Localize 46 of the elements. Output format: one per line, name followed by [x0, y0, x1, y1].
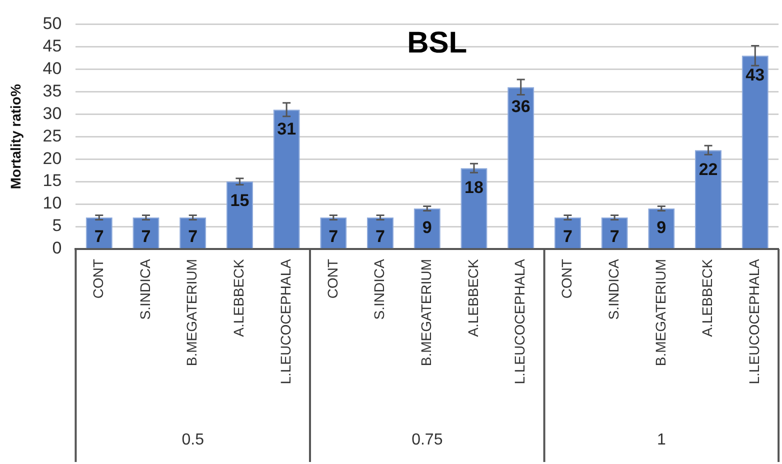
y-tick-label: 40 [42, 58, 62, 78]
y-tick-label: 0 [52, 238, 62, 258]
x-tick-label: S.INDICA [371, 258, 388, 320]
data-label: 7 [328, 227, 338, 246]
data-label: 18 [464, 178, 484, 197]
text: 0.75 [412, 431, 443, 448]
x-tick-label: S.INDICA [605, 258, 622, 320]
x-tick-label: L.LEUCOCEPHALA [512, 258, 528, 384]
data-label: 7 [188, 227, 198, 246]
x-tick-label: A.LEBBECK [230, 258, 247, 337]
y-tick-label: 5 [52, 216, 62, 236]
data-label: 9 [422, 218, 432, 238]
y-tick-label: 20 [42, 148, 62, 168]
data-label: 7 [610, 227, 620, 246]
chart-title: BSL [407, 26, 468, 60]
data-label: 31 [277, 119, 296, 138]
data-label: 43 [746, 65, 765, 84]
x-tick-label: CONT [90, 258, 106, 299]
x-tick-label: B.MEGATERIUM [418, 259, 434, 366]
x-tick-label: CONT [558, 258, 575, 299]
x-tick-label: B.MEGATERIUM [652, 259, 668, 366]
data-label: 7 [376, 227, 386, 246]
x-tick-label: B.MEGATERIUM [184, 259, 200, 366]
data-label: 7 [141, 227, 151, 246]
data-label: 36 [511, 96, 530, 116]
y-tick-label: 45 [42, 36, 62, 56]
data-label: 15 [230, 191, 250, 210]
y-tick-label: 30 [42, 104, 62, 123]
x-tick-label: A.LEBBECK [464, 258, 481, 337]
x-tick-label: L.LEUCOCEPHALA [277, 258, 294, 384]
x-tick-label: CONT [324, 258, 340, 299]
x-tick-label: S.INDICA [136, 258, 153, 320]
data-label: 7 [94, 227, 104, 246]
text: 1 [656, 431, 666, 448]
y-axis-title: Mortality ratio% [7, 84, 24, 190]
y-tick-label: 25 [42, 126, 62, 146]
y-tick-label: 15 [42, 171, 62, 190]
y-tick-label: 10 [42, 194, 62, 213]
data-label: 9 [656, 218, 666, 238]
text: 0.5 [182, 431, 204, 448]
data-label: 7 [562, 227, 572, 246]
data-label: 22 [698, 160, 718, 179]
y-tick-label: 35 [42, 81, 62, 100]
y-tick-label: 50 [42, 14, 62, 33]
x-tick-label: A.LEBBECK [699, 258, 716, 337]
x-tick-label: L.LEUCOCEPHALA [746, 258, 762, 384]
